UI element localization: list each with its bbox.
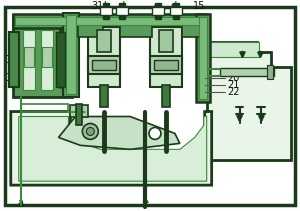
Bar (76, 104, 82, 126)
Bar (182, 25, 200, 37)
Text: 34: 34 (6, 73, 18, 83)
Text: c: c (153, 1, 159, 11)
Text: b: b (103, 1, 110, 11)
Bar (78, 25, 103, 37)
Bar (173, 3, 179, 19)
Bar (67, 15, 76, 94)
Text: e: e (142, 198, 148, 208)
Text: 22: 22 (228, 87, 240, 97)
Polygon shape (58, 116, 180, 149)
Bar (88, 27, 120, 87)
Text: d: d (118, 1, 124, 11)
Bar (13, 14, 207, 28)
Polygon shape (19, 116, 207, 181)
Bar (15, 17, 205, 25)
Bar (154, 60, 178, 70)
Circle shape (82, 123, 98, 139)
Bar (196, 14, 210, 102)
Polygon shape (11, 112, 212, 185)
Bar (120, 25, 152, 37)
Bar (150, 56, 182, 74)
Bar (103, 3, 109, 19)
Bar (92, 60, 116, 70)
Bar (267, 65, 273, 79)
Bar (70, 105, 88, 116)
Bar (40, 30, 52, 90)
Bar (116, 7, 128, 15)
Bar (199, 17, 207, 99)
Bar (88, 56, 120, 74)
Text: 20: 20 (228, 73, 240, 83)
Text: d: d (171, 1, 177, 11)
Bar (152, 7, 164, 15)
Bar (100, 7, 112, 15)
Polygon shape (207, 42, 291, 160)
Text: a: a (18, 198, 24, 208)
Bar (100, 85, 108, 107)
Text: 32: 32 (6, 55, 18, 65)
Bar (150, 27, 182, 87)
Bar (220, 68, 274, 76)
Bar (24, 47, 34, 67)
Bar (42, 47, 52, 67)
Bar (119, 3, 125, 19)
Bar (64, 13, 80, 97)
Text: 15: 15 (193, 1, 205, 11)
Bar (13, 15, 72, 97)
Circle shape (86, 127, 94, 135)
Text: 31: 31 (91, 1, 104, 11)
Bar (162, 85, 170, 107)
Circle shape (149, 127, 161, 139)
Bar (155, 3, 161, 19)
Bar (97, 30, 111, 52)
Bar (9, 32, 19, 87)
Text: 21: 21 (228, 80, 240, 90)
Bar (159, 30, 173, 52)
Bar (56, 32, 65, 87)
Bar (170, 7, 182, 15)
Bar (23, 30, 34, 90)
Bar (207, 42, 260, 57)
